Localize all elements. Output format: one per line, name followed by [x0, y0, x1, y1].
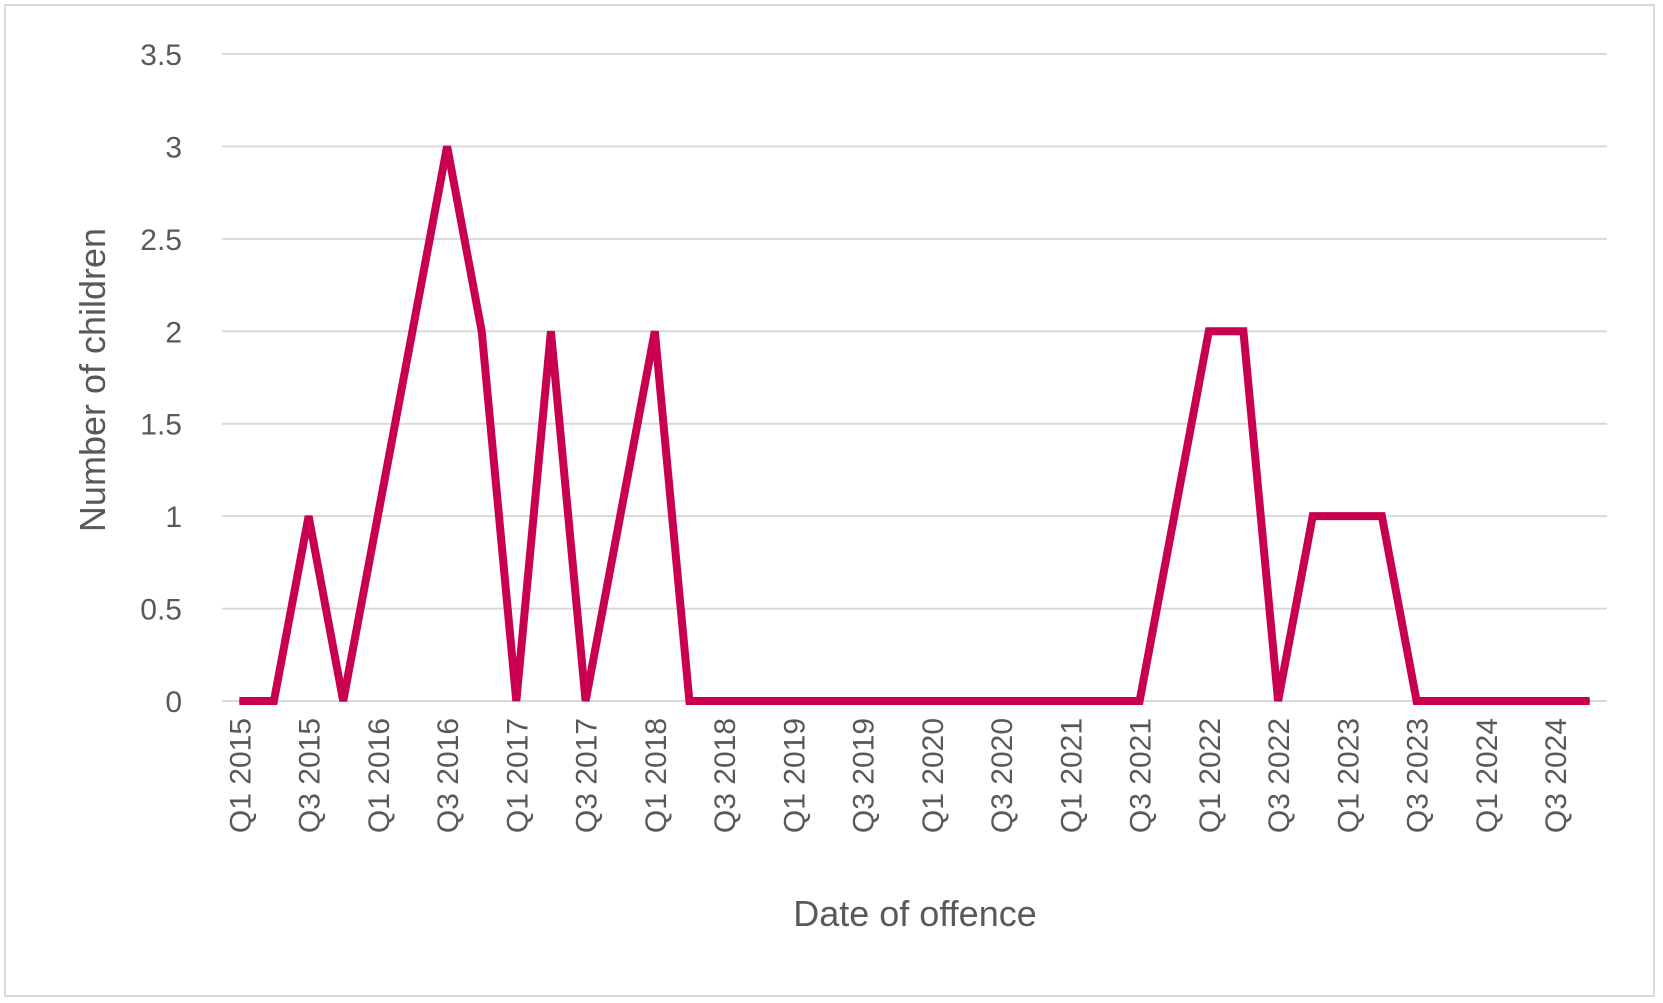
- data-point: [1208, 330, 1210, 332]
- x-tick-label: Q1 2022: [1194, 718, 1227, 833]
- data-point: [1519, 700, 1521, 702]
- data-point: [862, 700, 864, 702]
- data-point: [1035, 700, 1037, 702]
- y-tick-label: 0.5: [140, 594, 182, 627]
- data-point: [654, 330, 656, 332]
- x-tick-label: Q3 2015: [294, 718, 327, 833]
- data-point: [550, 330, 552, 332]
- y-tick-label: 2.5: [140, 224, 182, 257]
- x-tick-label: Q1 2015: [224, 718, 257, 833]
- x-tick-label: Q1 2020: [917, 718, 950, 833]
- series-line: [239, 145, 1590, 705]
- x-axis-title: Date of offence: [793, 893, 1037, 934]
- x-tick-label: Q3 2021: [1125, 718, 1158, 833]
- x-axis-ticks: Q1 2015 Q3 2015 Q1 2016 Q3 2016 Q1 2017 Q3 20…: [224, 718, 1573, 833]
- x-tick-label: Q1 2024: [1471, 718, 1504, 833]
- data-point: [1381, 515, 1383, 517]
- x-tick-label: Q1 2017: [501, 718, 534, 833]
- x-tick-label: Q3 2016: [432, 718, 465, 833]
- data-point: [342, 700, 344, 702]
- x-tick-label: Q3 2018: [709, 718, 742, 833]
- data-point: [896, 700, 898, 702]
- data-point: [931, 700, 933, 702]
- x-tick-label: Q3 2024: [1540, 718, 1573, 833]
- data-point: [827, 700, 829, 702]
- y-axis-title: Number of children: [72, 228, 113, 532]
- data-point: [1346, 515, 1348, 517]
- data-point: [273, 700, 275, 702]
- data-point: [481, 330, 483, 332]
- data-point: [688, 700, 690, 702]
- data-point: [1554, 700, 1556, 702]
- data-point: [723, 700, 725, 702]
- data-point: [411, 330, 413, 332]
- x-tick-label: Q1 2016: [363, 718, 396, 833]
- data-point: [1104, 700, 1106, 702]
- data-point: [1312, 515, 1314, 517]
- x-tick-label: Q3 2017: [571, 718, 604, 833]
- x-tick-label: Q3 2023: [1402, 718, 1435, 833]
- x-tick-label: Q3 2022: [1263, 718, 1296, 833]
- data-point: [1069, 700, 1071, 702]
- data-point: [446, 145, 448, 147]
- data-point: [1450, 700, 1452, 702]
- data-point: [585, 700, 587, 702]
- x-tick-label: Q1 2018: [640, 718, 673, 833]
- data-point: [1000, 700, 1002, 702]
- x-tick-label: Q3 2020: [986, 718, 1019, 833]
- data-point: [238, 700, 240, 702]
- x-tick-label: Q1 2023: [1332, 718, 1365, 833]
- gridlines: [222, 53, 1607, 702]
- data-point: [377, 515, 379, 517]
- data-point: [308, 515, 310, 517]
- data-point: [1139, 700, 1141, 702]
- y-tick-label: 2: [165, 316, 182, 349]
- data-point: [1416, 700, 1418, 702]
- data-point: [619, 515, 621, 517]
- data-point: [515, 700, 517, 702]
- y-tick-label: 3: [165, 131, 182, 164]
- x-tick-label: Q1 2021: [1055, 718, 1088, 833]
- chart-frame: [4, 4, 1655, 997]
- data-point: [1242, 330, 1244, 332]
- data-point: [1589, 700, 1591, 702]
- y-tick-label: 1: [165, 501, 182, 534]
- series-layer: [238, 145, 1591, 705]
- y-tick-label: 3.5: [140, 39, 182, 72]
- y-tick-label: 0: [165, 686, 182, 719]
- data-point: [792, 700, 794, 702]
- data-point: [758, 700, 760, 702]
- y-tick-label: 1.5: [140, 409, 182, 442]
- x-tick-label: Q3 2019: [848, 718, 881, 833]
- x-tick-label: Q1 2019: [778, 718, 811, 833]
- data-point: [965, 700, 967, 702]
- y-axis-ticks: 0 0.5 1 1.5 2 2.5 3 3.5: [140, 39, 182, 719]
- data-point: [1277, 700, 1279, 702]
- data-point: [1173, 515, 1175, 517]
- data-point: [1485, 700, 1487, 702]
